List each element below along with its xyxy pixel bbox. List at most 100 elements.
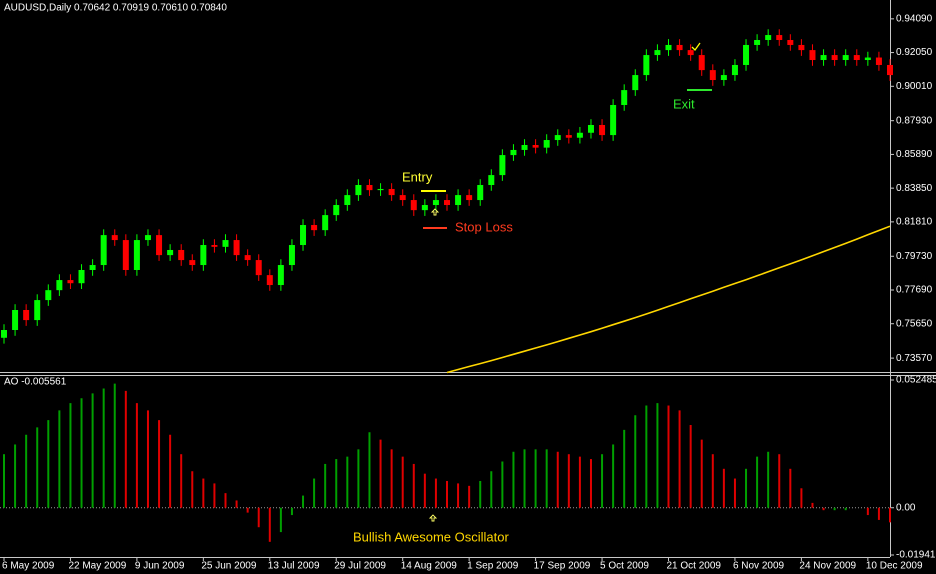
candle-body xyxy=(156,235,163,256)
ao-label: Bullish Awesome Oscillator xyxy=(353,529,509,544)
y-tick-label: 0.83850 xyxy=(896,183,933,194)
candle-body xyxy=(776,35,783,41)
entry-label: Entry xyxy=(402,169,433,184)
candle-body xyxy=(100,235,107,266)
candle-body xyxy=(510,149,517,156)
candle-body xyxy=(178,249,185,261)
candle-body xyxy=(842,55,849,61)
candle-body xyxy=(466,195,473,201)
candle-body xyxy=(133,240,140,270)
candle-body xyxy=(809,50,816,61)
candle-body xyxy=(399,195,406,201)
y-tick-label: 0.85890 xyxy=(896,149,933,160)
candle-body xyxy=(864,57,871,61)
candle-body xyxy=(12,310,19,331)
candle-body xyxy=(222,240,229,247)
y-tick-label: 0.92050 xyxy=(896,47,933,58)
candle-body xyxy=(687,50,694,56)
candle-body xyxy=(576,132,583,138)
candle-body xyxy=(78,269,85,284)
candle-body xyxy=(643,55,650,76)
candle-body xyxy=(67,280,74,284)
candle-body xyxy=(211,245,218,247)
x-tick-label: 21 Oct 2009 xyxy=(667,561,722,572)
candle-body xyxy=(300,225,307,246)
y-tick-label: 0.79730 xyxy=(896,251,933,262)
y-tick-label: 0.90010 xyxy=(896,81,933,92)
candle-body xyxy=(333,205,340,216)
candle-body xyxy=(455,195,462,206)
candle-body xyxy=(377,188,384,191)
candle-body xyxy=(322,215,329,231)
candle-body xyxy=(621,90,628,105)
y-tick-label: 0.94090 xyxy=(896,13,933,24)
candle-body xyxy=(167,249,174,256)
x-tick-label: 22 May 2009 xyxy=(68,561,126,572)
candle-body xyxy=(521,144,528,150)
candle-body xyxy=(743,44,750,65)
candle-body xyxy=(698,55,705,71)
candle-body xyxy=(798,44,805,51)
exit-label: Exit xyxy=(673,96,695,111)
candle-body xyxy=(432,200,439,206)
candle-body xyxy=(887,64,893,76)
candle-body xyxy=(277,265,284,286)
x-tick-label: 29 Jul 2009 xyxy=(334,561,386,572)
frame xyxy=(0,0,936,558)
candle-body xyxy=(244,255,251,261)
candle-body xyxy=(676,44,683,51)
candle-body xyxy=(233,240,240,256)
candle-body xyxy=(189,260,196,266)
candle-body xyxy=(720,75,727,81)
candle-body xyxy=(632,75,639,91)
candle-body xyxy=(543,140,550,148)
x-tick-label: 25 Jun 2009 xyxy=(201,561,256,572)
candle-body xyxy=(731,64,738,76)
candle-body xyxy=(255,260,262,276)
candle-body xyxy=(200,245,207,266)
candle-body xyxy=(444,200,450,206)
candle-body xyxy=(565,135,572,138)
y-tick-label: -0.019412 xyxy=(896,550,936,561)
candle-body xyxy=(499,155,506,176)
candles xyxy=(1,29,893,344)
chart-title: AUDUSD,Daily 0.70642 0.70919 0.70610 0.7… xyxy=(4,3,227,14)
candle-body xyxy=(410,200,417,211)
x-tick-label: 9 Jun 2009 xyxy=(135,561,185,572)
y-tick-label: 0.81810 xyxy=(896,217,933,228)
candle-body xyxy=(355,185,362,196)
candle-body xyxy=(288,245,295,266)
candle-body xyxy=(532,144,539,148)
candle-body xyxy=(344,195,351,206)
annotations: Entry Stop Loss Exit Bullish Awesome Osc… xyxy=(353,42,712,544)
entry-arrow xyxy=(430,208,440,216)
exit-check xyxy=(691,42,701,52)
candle-body xyxy=(34,300,41,321)
y-tick-label: 0.75650 xyxy=(896,318,933,329)
candle-body xyxy=(599,124,606,136)
candle-body xyxy=(610,104,617,136)
y-tick-label: 0.87930 xyxy=(896,115,933,126)
indicator-title: AO -0.005561 xyxy=(4,377,67,388)
candle-body xyxy=(89,265,96,270)
candle-body xyxy=(421,205,428,211)
x-tick-label: 6 Nov 2009 xyxy=(733,561,785,572)
ao-bars xyxy=(3,383,891,542)
ao-arrow xyxy=(428,514,438,522)
candle-body xyxy=(388,188,395,196)
candle-body xyxy=(665,44,672,51)
candle-body xyxy=(787,40,794,45)
stop-loss-label: Stop Loss xyxy=(455,219,513,234)
y-tick-label: 0.00 xyxy=(896,502,916,513)
candle-body xyxy=(477,185,484,201)
candle-body xyxy=(1,330,7,338)
candle-body xyxy=(709,70,716,81)
candle-body xyxy=(554,135,561,141)
x-tick-label: 10 Dec 2009 xyxy=(866,561,923,572)
candle-body xyxy=(488,175,495,186)
candle-body xyxy=(266,275,273,286)
y-tick-label: 0.77690 xyxy=(896,285,933,296)
